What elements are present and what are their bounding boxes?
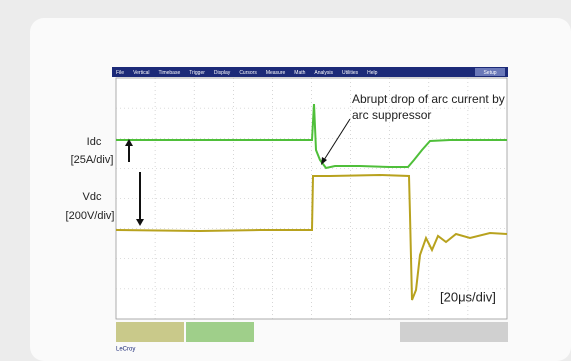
vdc-scale: [200V/div] xyxy=(66,210,115,222)
channel-1-box xyxy=(116,322,184,342)
menu-item[interactable]: Analysis xyxy=(314,70,333,76)
timebase-box xyxy=(400,322,508,342)
annotation-line: Abrupt drop of arc current by xyxy=(352,92,505,106)
menu-item[interactable]: File xyxy=(116,70,124,76)
menu-item[interactable]: Vertical xyxy=(133,70,149,76)
menu-item[interactable]: Timebase xyxy=(158,70,180,76)
menu-item[interactable]: Trigger xyxy=(189,70,205,76)
menu-item[interactable]: Measure xyxy=(266,70,286,76)
brand: LeCroy xyxy=(116,347,135,353)
annotation-line: arc suppressor xyxy=(352,108,431,122)
menu-item[interactable]: Cursors xyxy=(239,70,257,76)
menu-item[interactable]: Display xyxy=(214,70,231,76)
vdc-label: Vdc xyxy=(83,191,102,203)
screenshot: File Vertical Timebase Trigger Display Cursor… xyxy=(0,0,571,361)
setup-label[interactable]: Setup xyxy=(483,70,496,76)
menu-item[interactable]: Help xyxy=(367,70,378,76)
channel-2-box xyxy=(186,322,254,342)
menu-item[interactable]: Utilities xyxy=(342,70,359,76)
page: File Vertical Timebase Trigger Display Cursor… xyxy=(0,0,571,361)
time-scale: [20μs/div] xyxy=(440,289,496,304)
idc-scale: [25A/div] xyxy=(71,154,114,166)
menu-item[interactable]: Math xyxy=(294,70,305,76)
idc-label: Idc xyxy=(87,136,102,148)
